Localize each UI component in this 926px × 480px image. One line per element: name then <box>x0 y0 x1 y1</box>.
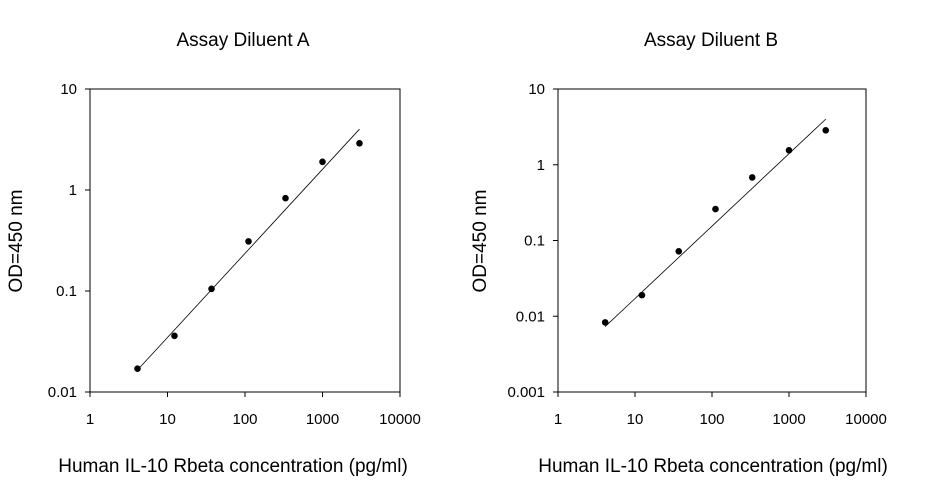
chart-b-y-tick-label: 0.01 <box>516 308 545 325</box>
chart-a-x-tick-label: 10000 <box>379 411 421 428</box>
chart-b-x-tick-label: 10 <box>627 411 644 428</box>
chart-b-x-tick-label: 100 <box>699 411 724 428</box>
chart-b-x-ticks: 1 10 100 1000 10000 <box>554 392 887 428</box>
chart-a-y-tick-label: 0.1 <box>56 283 77 300</box>
chart-b-data-point <box>601 319 609 326</box>
chart-b-data-point <box>822 126 830 134</box>
chart-panel-a: Assay Diluent A 1 10 100 1000 10000 0.01 0.1 1… <box>6 30 421 477</box>
chart-a-title: Assay Diluent A <box>176 30 309 51</box>
chart-a-x-tick-label: 100 <box>232 411 257 428</box>
chart-a-data-point <box>134 365 141 373</box>
chart-a-points <box>134 139 363 373</box>
chart-a-y-ticks: 0.01 0.1 1 10 <box>48 81 90 401</box>
chart-a-x-ticks: 1 10 100 1000 10000 <box>86 392 421 428</box>
chart-b-x-axis-label: Human IL-10 Rbeta concentration (pg/ml) <box>538 456 888 477</box>
chart-b-data-point <box>638 291 646 299</box>
chart-b-data-point <box>785 147 793 154</box>
chart-b-x-tick-label: 1000 <box>772 411 805 428</box>
chart-b-data-point <box>675 248 683 255</box>
chart-b-y-tick-label: 10 <box>528 81 545 98</box>
chart-a-x-axis-label: Human IL-10 Rbeta concentration (pg/ml) <box>58 456 408 477</box>
chart-b-y-ticks: 0.001 0.01 0.1 1 10 <box>507 81 558 401</box>
chart-b-data-point <box>748 174 756 181</box>
chart-a-x-tick-label: 1 <box>86 411 94 428</box>
chart-b-x-tick-label: 1 <box>554 411 562 428</box>
chart-b-plot-frame <box>557 88 867 393</box>
chart-a-x-tick-label: 10 <box>159 411 176 428</box>
chart-b-y-tick-label: 1 <box>537 157 545 174</box>
chart-b-x-tick-label: 10000 <box>845 411 887 428</box>
chart-a-plot-frame <box>89 88 401 393</box>
chart-b-points <box>601 126 830 326</box>
chart-a-data-point <box>282 194 289 202</box>
chart-a-y-tick-label: 1 <box>69 182 77 199</box>
chart-a-y-tick-label: 0.01 <box>48 384 77 401</box>
chart-a-data-point <box>356 139 363 147</box>
chart-a-y-tick-label: 10 <box>60 81 77 98</box>
chart-b-y-tick-label: 0.001 <box>507 384 545 401</box>
chart-a-data-point <box>245 238 252 245</box>
chart-panel-b: Assay Diluent B 1 10 100 1000 10000 0.0010.0… <box>470 30 888 477</box>
chart-a-data-point <box>171 332 178 340</box>
chart-b-fit-line <box>604 118 827 327</box>
chart-b-y-tick-label: 0.1 <box>524 233 545 250</box>
chart-a-y-axis-label: OD=450 nm <box>6 190 27 293</box>
chart-a-data-point <box>319 158 326 166</box>
chart-a-data-point <box>208 285 215 293</box>
chart-b-y-axis-label: OD=450 nm <box>470 190 491 293</box>
chart-a-fit-line <box>137 128 360 371</box>
chart-b-data-point <box>712 205 719 213</box>
chart-b-title: Assay Diluent B <box>644 30 778 51</box>
chart-a-x-tick-label: 1000 <box>306 411 339 428</box>
